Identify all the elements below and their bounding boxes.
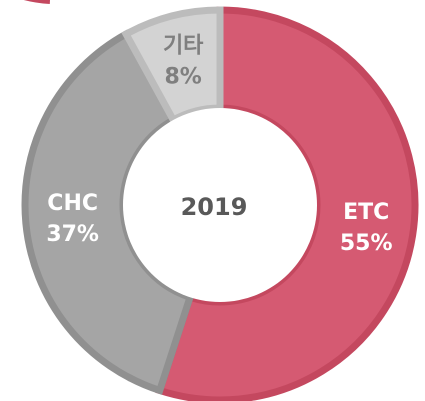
slice-label: 기타 [163,34,204,59]
slice-value-label: 37% [46,222,99,247]
donut-hole [123,108,317,302]
slice-value-label: 8% [165,65,202,90]
slice-label: CHC [47,191,98,216]
chart-title: 2019 [181,193,248,221]
slice-value-label: 55% [340,231,393,256]
slice-label: ETC [343,200,389,225]
